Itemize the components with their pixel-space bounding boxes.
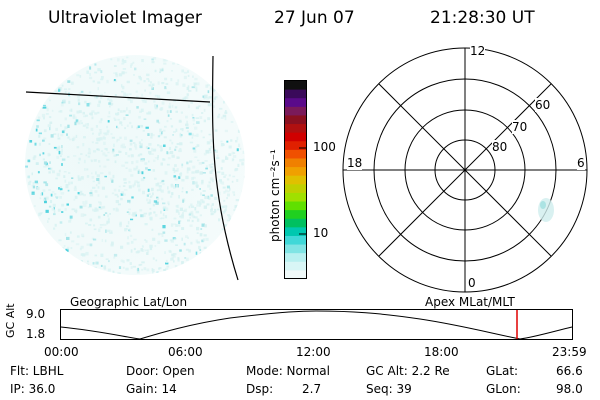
filter-status: Flt: LBHL (10, 364, 64, 378)
colorbar-band (285, 106, 306, 116)
colorbar-band (285, 115, 306, 125)
glat-value: 66.6 (556, 364, 583, 378)
glon-value: 98.0 (556, 382, 583, 396)
colorbar-band (285, 98, 306, 108)
colorbar-band (285, 253, 306, 263)
mlt-label-0: 0 (468, 276, 476, 290)
mlt-label-18: 18 (347, 156, 363, 170)
instrument-title: Ultraviolet Imager (48, 8, 202, 28)
seq-status: Seq: 39 (366, 382, 412, 396)
terminator-line (25, 91, 211, 103)
colorbar-band (285, 167, 306, 177)
dsp-value: 2.7 (302, 382, 322, 396)
colorbar-band (285, 124, 306, 134)
timeline-plot (60, 309, 573, 340)
lat-label-80: 80 (492, 140, 508, 154)
door-status: Door: Open (126, 364, 195, 378)
gc-alt-status: GC Alt: 2.2 Re (366, 364, 450, 378)
colorbar-scale (285, 81, 306, 280)
x-tick-1800: 18:00 (424, 345, 459, 359)
timeline-left-label: Geographic Lat/Lon (70, 295, 188, 309)
colorbar-label: photon cm⁻²s⁻¹ (268, 149, 282, 242)
gain-status: Gain: 14 (126, 382, 177, 396)
colorbar (284, 80, 307, 280)
timeline-y-min: 1.8 (26, 327, 46, 341)
colorbar-band (285, 227, 306, 237)
colorbar-band (285, 235, 306, 246)
colorbar-band (285, 89, 306, 99)
limb-line (211, 55, 239, 281)
colorbar-band (285, 244, 306, 254)
uv-image-disk (25, 55, 245, 275)
mlt-label-12: 12 (470, 44, 486, 58)
colorbar-band (285, 261, 306, 271)
x-tick-1200: 12:00 (296, 345, 331, 359)
colorbar-band (285, 184, 306, 194)
colorbar-band (285, 270, 306, 280)
colorbar-band (285, 141, 306, 151)
glat-label: GLat: (486, 364, 519, 378)
timeline-axis-title: GC Alt (4, 303, 17, 338)
glon-label: GLon: (486, 382, 521, 396)
mode-status: Mode: Normal (246, 364, 330, 378)
x-tick-0000: 00:00 (44, 345, 79, 359)
date-label: 27 Jun 07 (274, 8, 355, 28)
colorbar-band (285, 210, 306, 220)
timeline-right-label: Apex MLat/MLT (425, 295, 515, 309)
time-label: 21:28:30 UT (430, 8, 535, 28)
colorbar-band (285, 81, 306, 91)
mlt-label-6: 6 (577, 156, 585, 170)
colorbar-band (285, 132, 306, 142)
colorbar-band (285, 158, 306, 168)
x-tick-0600: 06:00 (168, 345, 203, 359)
colorbar-band (285, 175, 306, 185)
colorbar-band (285, 218, 306, 228)
colorbar-tick-10: 10 (313, 226, 329, 240)
dsp-label: Dsp: (246, 382, 274, 396)
ip-status: IP: 36.0 (10, 382, 56, 396)
timeline-y-max: 9.0 (26, 307, 46, 321)
aurora-patch (538, 198, 554, 222)
x-tick-2359: 23:59 (552, 345, 587, 359)
lat-label-70: 70 (512, 120, 528, 134)
colorbar-tick-100: 100 (313, 140, 336, 154)
altitude-curve (60, 310, 573, 340)
polar-plot (342, 47, 588, 293)
uv-emission-speckles (25, 56, 245, 275)
colorbar-band (285, 192, 306, 203)
geographic-image (25, 55, 245, 281)
colorbar-band (285, 201, 306, 211)
lat-label-60: 60 (535, 98, 551, 112)
colorbar-band (285, 149, 306, 159)
